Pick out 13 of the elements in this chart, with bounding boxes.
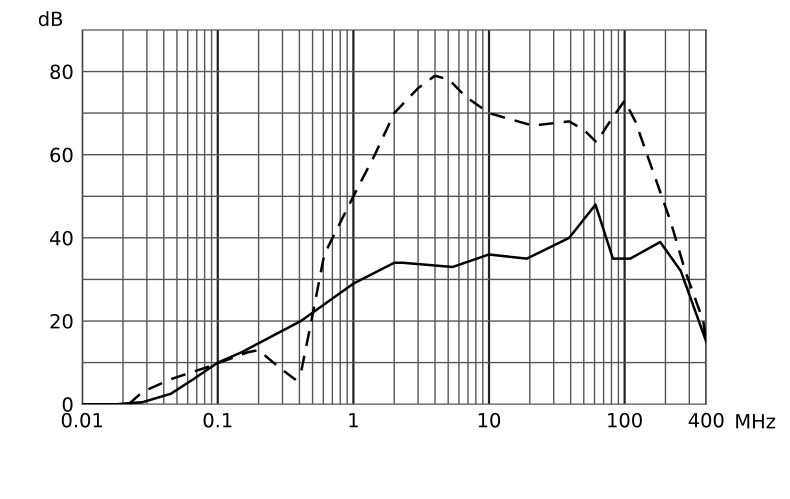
y-tick-label: 40 xyxy=(50,230,73,246)
x-tick-label: 0.1 xyxy=(204,412,232,428)
x-tick-label: 400 xyxy=(688,412,724,428)
x-tick-label: 0.01 xyxy=(62,412,102,428)
y-tick-label: 60 xyxy=(50,148,73,162)
x-tick-label: 100 xyxy=(608,412,642,428)
y-tick-label: 20 xyxy=(50,314,73,329)
y-tick-label: 80 xyxy=(50,64,73,80)
x-tick-label: 1 xyxy=(349,413,358,428)
y-tick-label: 0 xyxy=(62,397,73,412)
x-axis-title: MHz xyxy=(736,414,776,428)
y-axis-title: dB xyxy=(38,11,62,26)
x-tick-label: 10 xyxy=(478,412,500,428)
